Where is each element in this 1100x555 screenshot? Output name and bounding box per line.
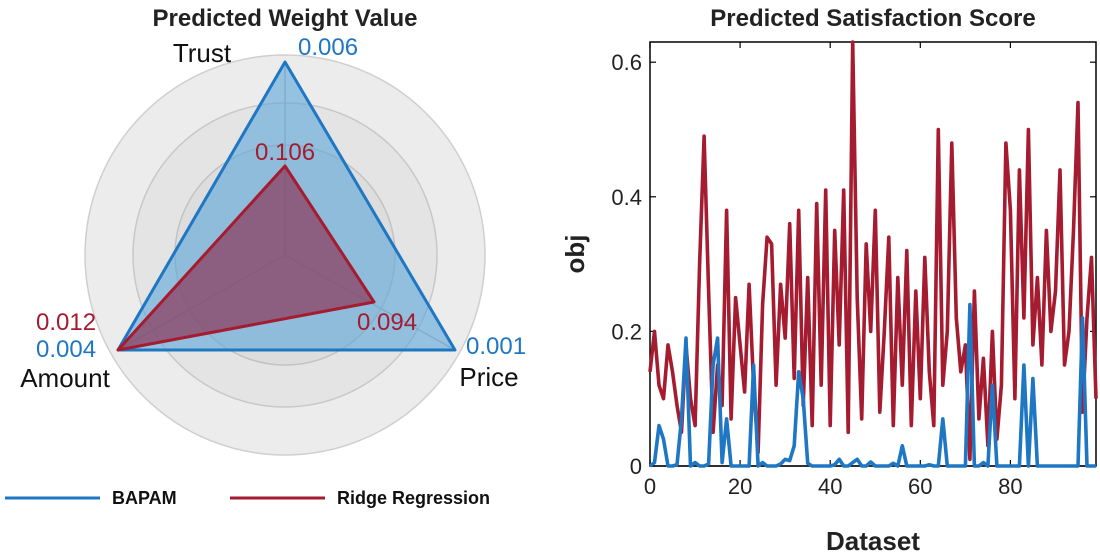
y-axis-label: obj <box>560 235 590 274</box>
radar-value-bapam-amount: 0.004 <box>36 336 96 363</box>
line-title: Predicted Satisfaction Score <box>710 5 1035 32</box>
x-tick-label: 40 <box>818 474 842 499</box>
radar-series-ridge <box>116 164 376 352</box>
legend-label-ridge: Ridge Regression <box>337 488 490 508</box>
line-chart: Predicted Satisfaction Score 00.20.40.60… <box>560 5 1098 555</box>
x-tick-label: 80 <box>998 474 1022 499</box>
y-tick-label: 0.2 <box>611 319 642 344</box>
radar-value-ridge-amount: 0.012 <box>36 309 96 336</box>
y-tick-label: 0.4 <box>611 185 642 210</box>
radar-value-bapam-trust: 0.006 <box>298 34 358 61</box>
y-tick-label: 0 <box>630 454 642 479</box>
legend: BAPAM Ridge Regression <box>5 488 490 508</box>
x-tick-label: 60 <box>908 474 932 499</box>
series-line-bapam <box>648 302 1096 468</box>
radar-axis-label-trust: Trust <box>173 38 232 68</box>
radar-chart: Predicted Weight Value Trust Price Amoun… <box>5 5 526 508</box>
radar-value-ridge-trust: 0.106 <box>255 139 315 166</box>
legend-label-bapam: BAPAM <box>112 488 177 508</box>
radar-axis-label-price: Price <box>459 362 518 392</box>
radar-value-bapam-price: 0.001 <box>466 333 526 360</box>
radar-value-ridge-price: 0.094 <box>357 309 417 336</box>
radar-axis-label-amount: Amount <box>20 363 110 393</box>
line-plot-content: 0 0.2 0.4 0.6 0 20 40 60 80 <box>611 40 1098 499</box>
x-tick-label: 0 <box>644 474 656 499</box>
y-tick-label: 0.6 <box>611 50 642 75</box>
x-axis-label: Dataset <box>826 526 920 555</box>
series-line-ridge-regression <box>648 40 1098 462</box>
x-tick-label: 20 <box>728 474 752 499</box>
radar-title: Predicted Weight Value <box>153 5 418 32</box>
